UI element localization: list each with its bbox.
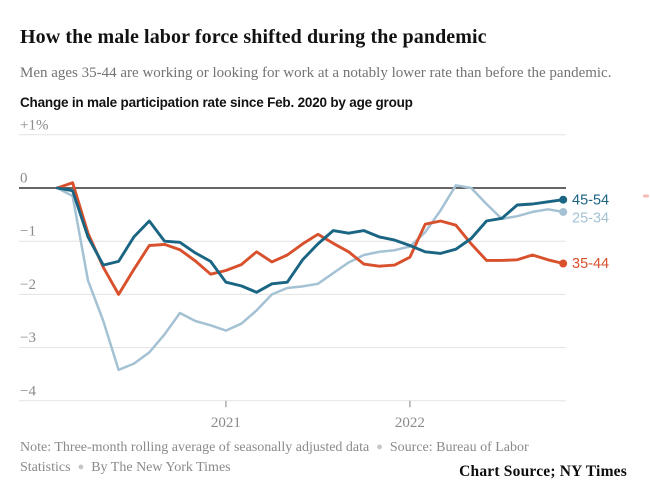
series-label-45-54: 45-54 bbox=[572, 193, 609, 209]
y-axis-label: −1 bbox=[20, 224, 36, 240]
x-axis-label: 2021 bbox=[211, 415, 241, 431]
y-axis-label: −3 bbox=[20, 330, 36, 346]
chart-source-credit: Chart Source; NY Times bbox=[459, 463, 627, 480]
y-axis-label: −2 bbox=[20, 277, 36, 293]
series-end-dot-35-44 bbox=[559, 259, 568, 268]
bullet-separator: ● bbox=[376, 441, 383, 453]
page-subtitle: Men ages 35-44 are working or looking fo… bbox=[20, 65, 612, 81]
series-line-35-44 bbox=[55, 181, 565, 296]
series-end-dot-25-34 bbox=[559, 207, 568, 216]
x-axis-label: 2022 bbox=[395, 415, 425, 431]
page-title: How the male labor force shifted during … bbox=[20, 26, 487, 49]
chart-kicker: Change in male participation rate since … bbox=[20, 95, 413, 110]
bullet-separator: ● bbox=[77, 460, 85, 473]
y-axis-label: +1% bbox=[20, 117, 48, 133]
y-axis-label: 0 bbox=[20, 171, 28, 187]
series-line-25-34 bbox=[56, 184, 565, 372]
note-text: Note: Three-month rolling average of sea… bbox=[20, 440, 370, 455]
byline-text: By The New York Times bbox=[91, 459, 231, 475]
series-end-dot-45-54 bbox=[559, 195, 568, 204]
series-line-45-54 bbox=[55, 186, 565, 294]
edge-artifact-mark bbox=[643, 194, 649, 198]
series-label-35-44: 35-44 bbox=[572, 256, 609, 272]
series-label-25-34: 25-34 bbox=[572, 210, 609, 226]
y-axis-label: −4 bbox=[20, 383, 36, 399]
source-text: Source: Bureau of Labor Statistics bbox=[20, 440, 529, 475]
chart-footnote: Note: Three-month rolling average of sea… bbox=[20, 438, 598, 477]
